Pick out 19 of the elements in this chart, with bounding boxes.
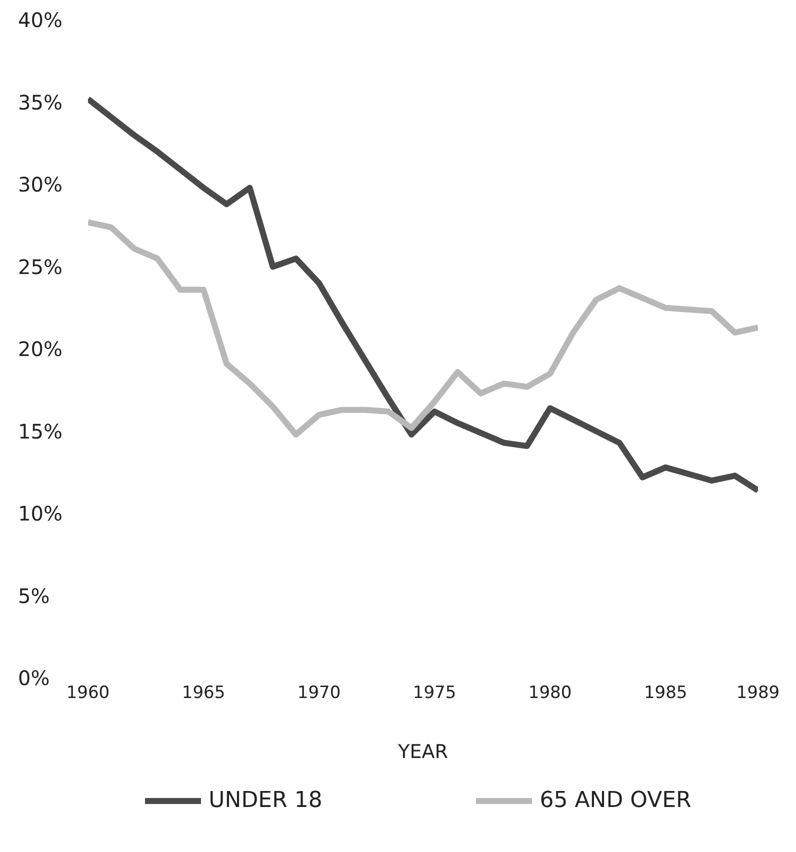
y-tick-label: 40%	[18, 8, 62, 32]
x-tick-label: 1985	[644, 683, 688, 704]
y-tick-label: 35%	[18, 90, 62, 114]
x-axis-title: YEAR	[397, 741, 448, 763]
x-tick-label: 1965	[182, 683, 226, 704]
x-tick-label: 1989	[736, 683, 780, 704]
y-tick-label: 5%	[18, 584, 50, 608]
x-tick-label: 1960	[66, 683, 110, 704]
x-tick-label: 1970	[297, 683, 341, 704]
legend-label: 65 AND OVER	[540, 788, 692, 813]
x-tick-label: 1975	[412, 683, 456, 704]
y-tick-label: 0%	[18, 666, 50, 690]
legend-label: UNDER 18	[208, 788, 322, 813]
y-tick-label: 15%	[18, 419, 62, 444]
y-tick-label: 10%	[18, 502, 62, 526]
x-tick-label: 1980	[528, 683, 572, 704]
y-tick-label: 25%	[18, 254, 62, 279]
y-tick-label: 30%	[18, 172, 62, 197]
y-tick-label: 20%	[18, 337, 62, 362]
